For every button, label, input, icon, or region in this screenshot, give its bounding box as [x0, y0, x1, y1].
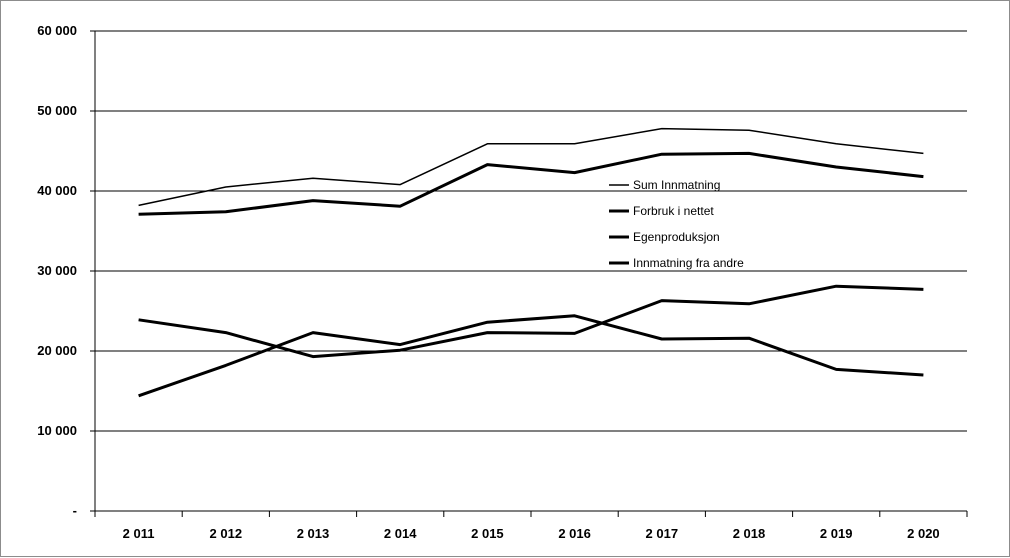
- series-lines: [138, 127, 924, 398]
- series-line-4: [138, 284, 924, 359]
- x-tick-label: 2 014: [384, 526, 417, 541]
- y-axis-ticks: - 10 000 20 000 30 000 40 000 50 000 60 000: [37, 23, 95, 518]
- x-tick-label: 2 015: [471, 526, 504, 541]
- gridlines: [95, 30, 967, 432]
- series-line-3: [138, 314, 924, 398]
- x-tick-label: 2 017: [646, 526, 679, 541]
- y-tick-label: 30 000: [37, 263, 77, 278]
- legend-label: Sum Innmatning: [633, 178, 720, 192]
- x-tick-label: 2 018: [733, 526, 766, 541]
- y-tick-label: 20 000: [37, 343, 77, 358]
- y-tick-label: 40 000: [37, 183, 77, 198]
- x-tick-label: 2 020: [907, 526, 940, 541]
- series-line-1: [138, 127, 924, 207]
- legend-label: Forbruk i nettet: [633, 204, 714, 218]
- x-axis-ticks: 2 011 2 012 2 013 2 014 2 015 2 016 2 017 2 018…: [94, 511, 968, 541]
- x-tick-label: 2 013: [297, 526, 330, 541]
- y-tick-label: 10 000: [37, 423, 77, 438]
- x-tick-label: 2 016: [558, 526, 591, 541]
- y-tick-label: -: [73, 503, 77, 518]
- legend-label: Egenproduksjon: [633, 230, 720, 244]
- x-tick-label: 2 019: [820, 526, 853, 541]
- x-tick-label: 2 011: [123, 526, 155, 541]
- x-tick-label: 2 012: [210, 526, 243, 541]
- y-tick-label: 50 000: [37, 103, 77, 118]
- legend-label: Innmatning fra andre: [633, 256, 744, 270]
- y-tick-label: 60 000: [37, 23, 77, 38]
- series-line-2: [138, 151, 924, 216]
- legend: Sum Innmatning Forbruk i nettet Egenproduk…: [609, 178, 744, 270]
